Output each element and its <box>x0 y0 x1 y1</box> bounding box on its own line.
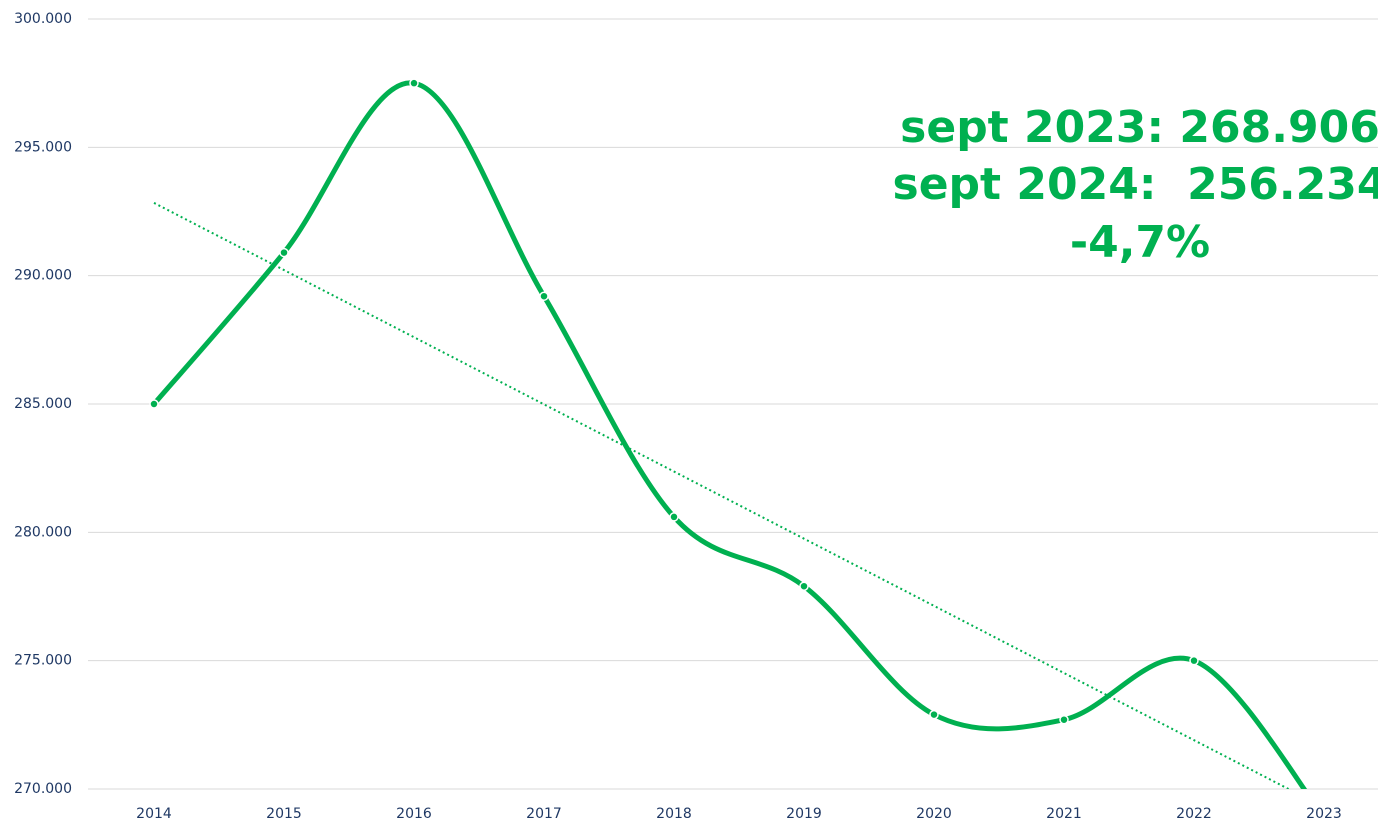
x-tick-label: 2019 <box>786 806 822 820</box>
x-tick-label: 2018 <box>656 806 692 820</box>
y-tick-label: 295.000 <box>14 139 72 155</box>
x-tick-label: 2023 <box>1306 806 1342 820</box>
x-tick-label: 2014 <box>136 806 172 820</box>
data-point <box>279 247 289 258</box>
y-tick-label: 300.000 <box>14 11 72 27</box>
data-point <box>409 78 419 88</box>
x-tick-label: 2020 <box>916 806 952 820</box>
data-point <box>1059 714 1069 725</box>
data-point <box>929 709 939 720</box>
data-point <box>669 512 679 522</box>
data-point <box>1189 655 1199 666</box>
y-tick-label: 280.000 <box>14 524 72 540</box>
annotation: sept 2024: 256.234 <box>893 159 1378 210</box>
data-point <box>799 581 809 591</box>
x-tick-label: 2017 <box>526 806 562 820</box>
x-tick-label: 2016 <box>396 806 432 820</box>
plot-area <box>149 78 1308 789</box>
x-tick-label: 2022 <box>1176 806 1212 820</box>
line <box>151 80 1308 789</box>
y-tick-label: 285.000 <box>14 396 72 412</box>
data-point <box>539 291 549 301</box>
x-tick-label: 2021 <box>1046 806 1082 820</box>
data-point <box>149 399 159 409</box>
grid <box>88 18 1378 790</box>
y-tick-label: 275.000 <box>14 653 72 669</box>
annotation: sept 2023: 268.906 <box>900 102 1378 153</box>
x-tick-label: 2015 <box>266 806 302 820</box>
y-tick-label: 290.000 <box>14 268 72 284</box>
trendline <box>153 202 1291 789</box>
y-tick-label: 270.000 <box>14 781 72 797</box>
annotation: -4,7% <box>1070 217 1210 268</box>
